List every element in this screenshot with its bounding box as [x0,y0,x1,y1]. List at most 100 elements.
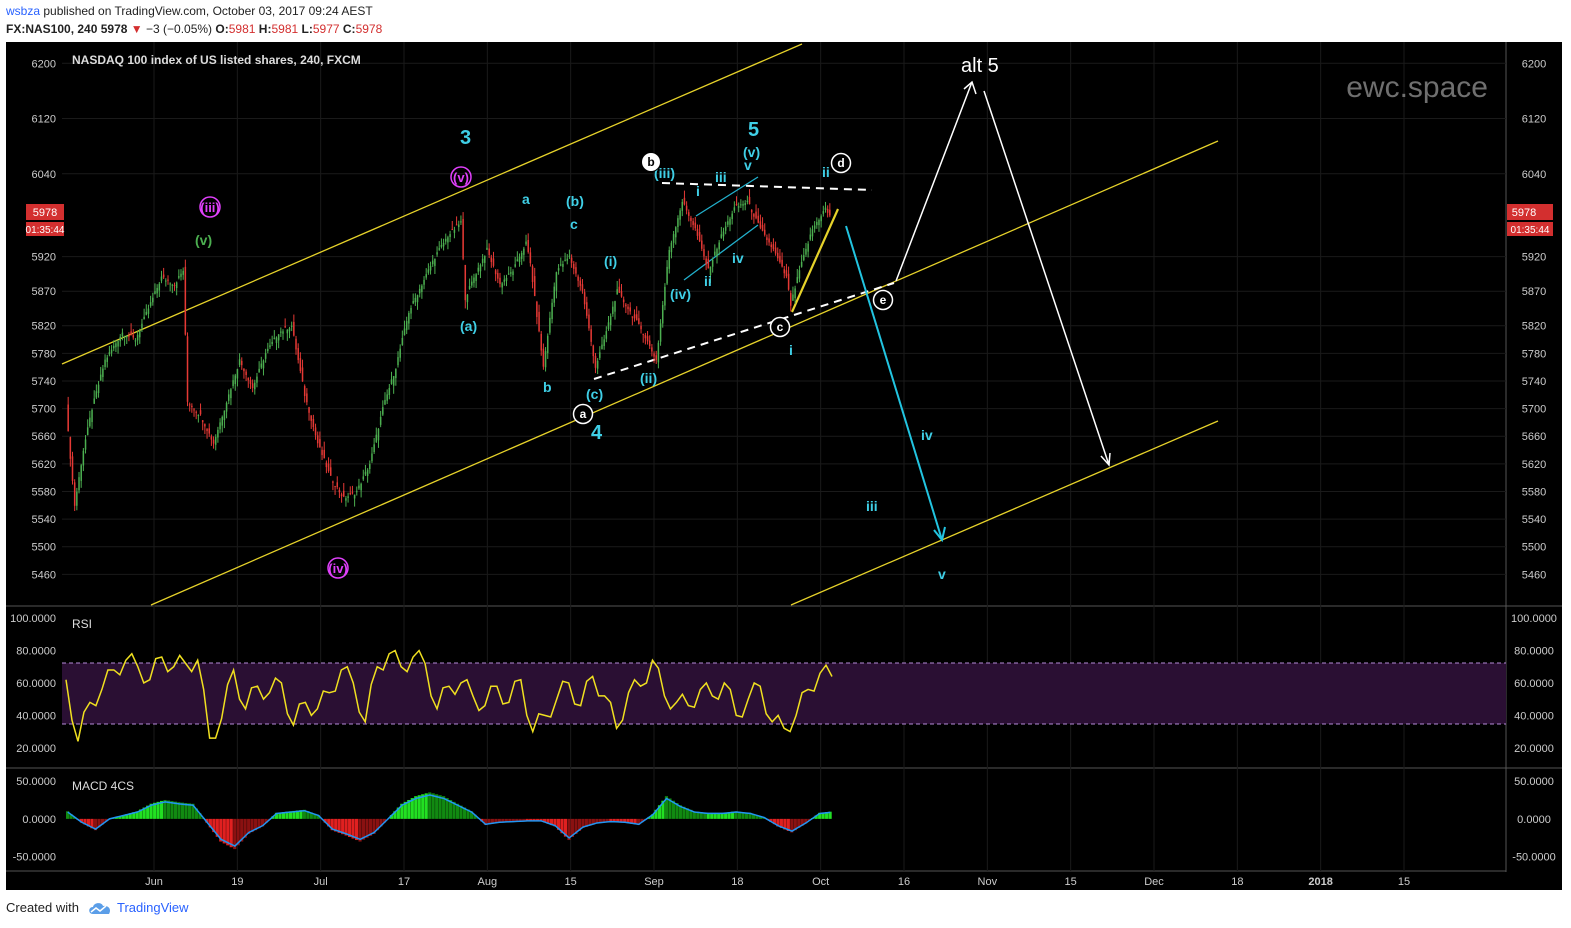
candle [360,482,362,498]
candle [184,259,187,336]
candle [579,277,582,291]
candle [544,347,547,372]
macd-bar [368,818,373,836]
candle [327,457,330,473]
candle [462,212,464,261]
candle [303,384,306,403]
macd-bar [442,796,446,819]
candle [499,272,501,288]
candle [540,330,542,356]
macd-bar [828,811,832,819]
candle [214,434,217,451]
candle [188,402,191,412]
macd-bar [696,811,700,819]
candle [238,353,241,368]
chart-area[interactable]: 6200 6200 6120 6120 6040 6040 5920 5920 5870 5870… [6,42,1562,890]
macd-bar [142,807,146,819]
candle [536,300,538,325]
rsi-tick-label-right: 60.0000 [1514,678,1554,690]
candle [390,371,393,385]
candle [787,266,790,291]
candle [362,469,365,481]
candle [466,293,469,310]
y-tick-label-left: 5740 [32,376,56,388]
candle [195,410,197,420]
macd-bar [483,818,487,825]
candle [468,278,471,290]
candle [733,201,736,213]
macd-bar [633,818,637,825]
candle [249,376,252,389]
candle [616,280,618,295]
symbol-label: FX:NAS100, 240 [6,22,98,36]
candle [720,226,723,239]
high-label: H: [258,22,272,36]
candle [529,247,532,267]
candle [488,243,490,259]
macd-bar [233,818,237,850]
close-label: C: [342,22,356,36]
candle [273,330,276,340]
macd-bar [184,802,188,819]
candle [475,273,477,289]
rsi-tick-label-left: 60.0000 [16,678,56,690]
candle [516,251,519,262]
tradingview-link[interactable]: TradingView [87,900,189,915]
candle [230,388,232,406]
y-tick-label-left: 6200 [32,58,56,70]
macd-bar [93,818,98,831]
close-value: 5978 [355,22,383,36]
candle [128,332,130,342]
x-tick-label: Jun [145,876,163,888]
candle [99,366,102,381]
macd-bar [396,807,400,819]
alt-projection-arrows [895,80,1111,467]
candle [505,274,508,287]
candle [67,396,69,432]
macd-bar [797,818,801,828]
candle [125,334,128,345]
candle [366,468,369,483]
author-link[interactable]: wsbza [6,4,41,18]
candle [653,351,655,363]
macd-bar [744,812,749,819]
macd-bar [135,811,139,819]
candle [102,364,104,382]
macd-bar [354,818,359,841]
macd-bar [685,808,689,819]
y-tick-label-left: 5870 [32,286,56,298]
candle [241,357,243,370]
candle [818,218,820,232]
wave-label: (ii) [640,370,657,386]
macd-bar [104,818,108,822]
candle [568,249,571,259]
macd-bar [278,812,282,819]
macd-bar [609,818,613,822]
candle [401,330,404,346]
candle [71,451,74,485]
macd-bar [703,812,707,819]
candle [631,316,634,326]
macd-bar [194,808,199,819]
candle [646,330,649,345]
candle [774,241,777,256]
macd-bar [247,818,251,834]
macd-bar [222,818,226,844]
candle [82,448,85,472]
candle [549,311,551,335]
candle [696,224,699,240]
candle [494,268,497,282]
candle [803,248,805,262]
y-tick-label-left: 5540 [32,514,56,526]
candle [212,436,215,449]
candle [141,318,143,332]
macd-bar [522,818,526,822]
macd-bar [689,809,693,819]
rsi-band-fill [62,663,1506,724]
candle [772,238,775,252]
candle [746,195,749,205]
macd-tick-label-right: 50.0000 [1514,776,1554,788]
macd-bar [198,813,202,819]
macd-bar [710,812,714,819]
candle [421,284,423,299]
